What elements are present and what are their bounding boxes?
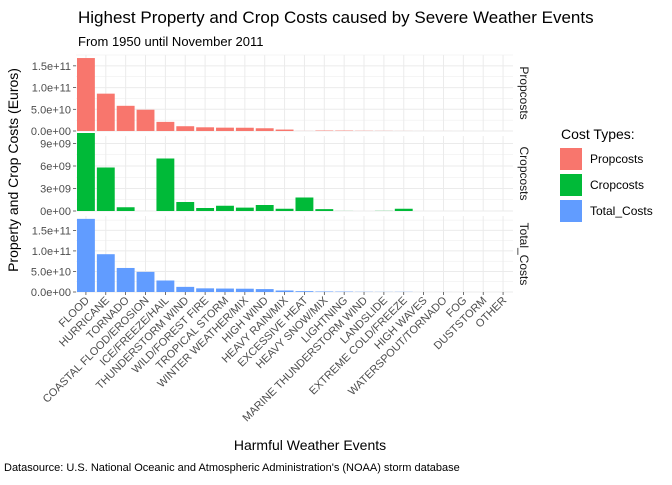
bar-total_costs <box>176 287 194 292</box>
facet-panel-cropcosts: 0e+00 3e+09 6e+09 9e+09 Cropcosts <box>40 133 531 218</box>
legend-label: Cropcosts <box>590 178 644 192</box>
y-tick-label: 6e+09 <box>40 161 71 173</box>
legend-key-propcosts <box>560 148 582 170</box>
legend-key-cropcosts <box>560 174 582 196</box>
bar-propcosts <box>196 127 214 131</box>
bar-propcosts <box>256 128 274 131</box>
bar-cropcosts <box>176 202 194 211</box>
y-tick-label: 3e+09 <box>40 184 71 196</box>
bar-propcosts <box>97 94 115 131</box>
bar-total_costs <box>216 289 234 292</box>
facet-panel-propcosts: 0.0e+00 5.0e+10 1.0e+11 1.5e+11 Propcosts <box>31 55 531 138</box>
facet-strip-label: Propcosts <box>517 66 531 119</box>
bar-total_costs <box>117 268 135 292</box>
legend-title: Cost Types: <box>561 126 635 142</box>
legend: Cost Types: Propcosts Cropcosts Total_Cost… <box>560 126 653 222</box>
legend-label: Propcosts <box>590 152 643 166</box>
bar-total_costs <box>196 288 214 292</box>
bar-cropcosts <box>276 209 294 211</box>
bar-cropcosts <box>295 198 313 212</box>
bar-total_costs <box>77 219 95 292</box>
y-tick-label: 1.0e+11 <box>32 246 71 258</box>
bar-total_costs <box>276 291 294 292</box>
facet-strip-label: Total_Costs <box>517 223 531 286</box>
y-tick-label: 1.5e+11 <box>32 225 71 237</box>
legend-label: Total_Costs <box>590 204 653 218</box>
bar-cropcosts <box>97 168 115 212</box>
bar-cropcosts <box>117 207 135 211</box>
bar-cropcosts <box>196 208 214 211</box>
bar-cropcosts <box>315 209 333 211</box>
bar-cropcosts <box>256 205 274 211</box>
bar-propcosts <box>176 126 194 131</box>
bar-propcosts <box>117 106 135 131</box>
y-tick-label: 0.0e+00 <box>31 126 71 138</box>
bar-propcosts <box>236 128 254 131</box>
y-tick-label: 5.0e+10 <box>31 104 71 116</box>
bar-total_costs <box>295 291 313 292</box>
facet-strip-label: Cropcosts <box>517 146 531 200</box>
chart-subtitle: From 1950 until November 2011 <box>78 34 263 49</box>
bar-propcosts <box>216 128 234 131</box>
facet-panel-total_costs: 0.0e+00 5.0e+10 1.0e+11 1.5e+11 Total_Costs <box>31 216 531 299</box>
bar-propcosts <box>77 58 95 131</box>
bar-total_costs <box>256 289 274 292</box>
y-tick-label: 9e+09 <box>40 139 71 151</box>
bar-cropcosts <box>216 206 234 211</box>
bar-propcosts <box>276 130 294 131</box>
bar-total_costs <box>137 272 155 292</box>
y-axis-label: Property and Crop Costs (Euros) <box>5 68 21 272</box>
bar-propcosts <box>156 122 174 131</box>
chart-title: Highest Property and Crop Costs caused b… <box>78 8 594 27</box>
x-axis-label: Harmful Weather Events <box>234 437 386 453</box>
y-tick-label: 0e+00 <box>40 206 71 218</box>
legend-key-total_costs <box>560 200 582 222</box>
bar-cropcosts <box>395 209 413 211</box>
bar-propcosts <box>137 110 155 131</box>
bar-cropcosts <box>77 133 95 211</box>
caption: Datasource: U.S. National Oceanic and At… <box>4 462 460 474</box>
bar-total_costs <box>97 254 115 292</box>
bar-total_costs <box>156 280 174 292</box>
y-tick-label: 0.0e+00 <box>31 287 71 299</box>
y-tick-label: 1.5e+11 <box>32 61 71 73</box>
bar-total_costs <box>236 289 254 292</box>
bar-cropcosts <box>156 159 174 212</box>
facet-panels: 0.0e+00 5.0e+10 1.0e+11 1.5e+11 Propcosts 0e+… <box>31 55 531 299</box>
y-tick-label: 5.0e+10 <box>31 266 71 278</box>
y-tick-label: 1.0e+11 <box>32 83 71 95</box>
bar-cropcosts <box>236 208 254 211</box>
